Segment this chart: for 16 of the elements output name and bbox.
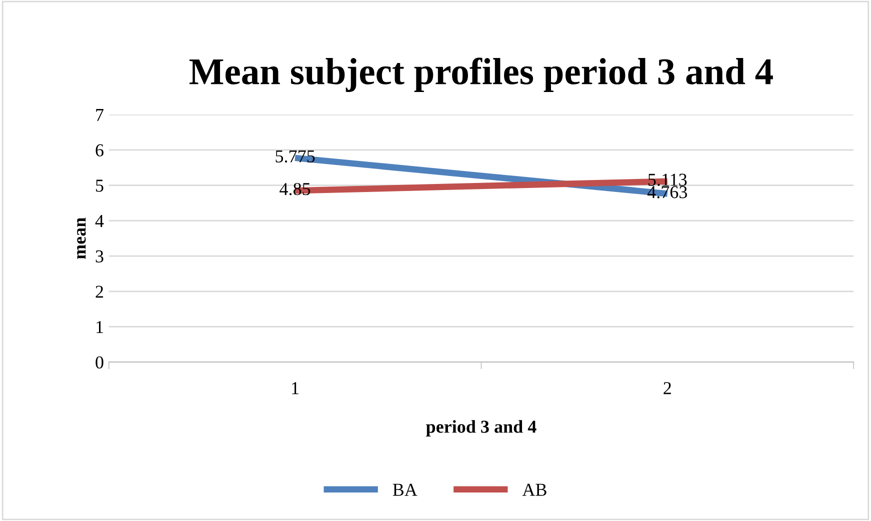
legend-label: BA <box>392 484 418 496</box>
y-tick-label: 7 <box>96 109 104 121</box>
legend-label: AB <box>522 484 546 496</box>
data-label: 5.775 <box>276 150 315 163</box>
y-tick-label: 1 <box>96 321 103 334</box>
data-label: 4.85 <box>280 182 310 196</box>
y-tick-label: 5 <box>96 180 104 192</box>
y-axis-title: mean <box>77 218 86 259</box>
y-tick-label: 0 <box>96 356 104 369</box>
x-axis-title: period 3 and 4 <box>426 420 536 437</box>
chart-title: Mean subject profiles period 3 and 4 <box>189 58 773 92</box>
y-tick-label: 3 <box>96 250 104 262</box>
data-label: 5.113 <box>648 174 687 186</box>
y-tick-label: 6 <box>96 144 104 156</box>
y-tick-label: 2 <box>96 286 104 298</box>
y-tick-label: 4 <box>95 215 104 227</box>
